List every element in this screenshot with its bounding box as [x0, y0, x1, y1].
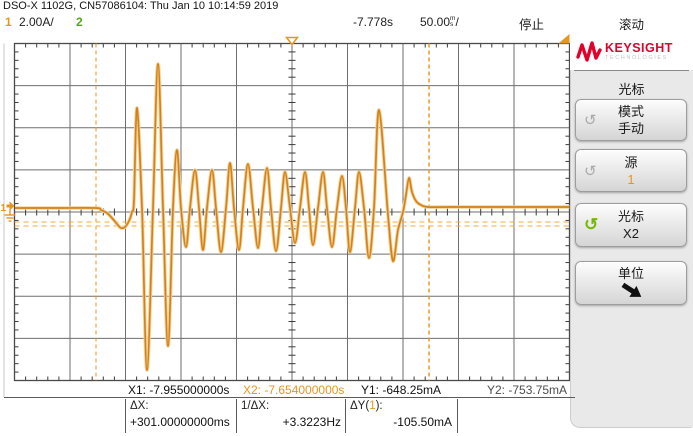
inv-delta-x-value: +3.3223Hz	[282, 415, 341, 429]
inv-delta-x-label: 1/ΔX:	[241, 400, 270, 412]
ch1-level-arrow-icon[interactable]	[9, 201, 15, 211]
delta-row-border	[4, 397, 575, 398]
ch2-badge[interactable]: 2	[76, 15, 83, 29]
waveform-trace	[14, 63, 570, 371]
rotary-knob-icon: ↺	[584, 162, 597, 180]
softkey-units-label: 单位	[617, 266, 644, 281]
timebase[interactable]: 50.00 m s /	[420, 15, 459, 29]
delta-y-value: -105.50mA	[393, 415, 452, 429]
cell-separator	[236, 399, 237, 433]
softkey-source-value: 1	[627, 171, 635, 187]
acquisition-state: 停止	[519, 18, 545, 32]
softkey-source[interactable]: ↺ 源 1	[575, 149, 687, 192]
cursor-y2-readout: Y2: -753.75mA	[487, 383, 568, 397]
keysight-logo: KEYSIGHT TECHNOLOGIES	[570, 33, 693, 70]
timebase-slash: /	[455, 15, 459, 29]
cell-separator	[125, 399, 126, 433]
logo-separator	[574, 70, 689, 71]
trigger-time: -7.778s	[353, 15, 394, 29]
ch1-scale[interactable]: 2.00A/	[19, 15, 54, 29]
logo-brand: KEYSIGHT	[605, 40, 673, 55]
horizontal-mode-label: 滚动	[618, 18, 644, 32]
delta-y-label: ΔY(1):	[350, 400, 383, 412]
cursor-x1-readout: X1: -7.955000000s	[128, 383, 230, 397]
trigger-offscreen-indicator	[558, 34, 570, 44]
cursor-x2-readout: X2: -7.654000000s	[243, 383, 345, 397]
trigger-position-marker[interactable]	[284, 36, 300, 46]
softkey-source-label: 源	[624, 154, 638, 170]
softkey-mode-value: 手动	[617, 121, 644, 136]
ch1-marker-number: 1	[1, 203, 7, 214]
rotary-knob-icon: ↺	[584, 112, 597, 129]
softkey-cursor-label: 光标	[617, 209, 644, 224]
ch1-badge[interactable]: 1	[5, 15, 12, 29]
delta-y-channel: 1	[369, 400, 376, 412]
cursor-y1-readout: Y1: -648.25mA	[361, 383, 442, 397]
softkey-cursor[interactable]: ↺ 光标 X2	[575, 203, 687, 247]
cell-separator	[457, 399, 458, 433]
softkey-mode-label: 模式	[617, 104, 644, 119]
menu-title: 光标	[618, 82, 645, 97]
delta-x-value: +301.00000000ms	[130, 415, 230, 429]
rotary-knob-active-icon: ↺	[584, 215, 599, 234]
softkey-cursor-value: X2	[623, 226, 639, 241]
window-title: DSO-X 1102G, CN57086104: Thu Jan 10 10:1…	[3, 0, 279, 12]
cell-separator	[345, 399, 346, 433]
delta-x-label: ΔX:	[130, 400, 149, 412]
softkey-units[interactable]: 单位	[575, 261, 687, 305]
softkey-mode[interactable]: ↺ 模式 手动	[575, 99, 687, 141]
ch1-marker-stem	[6, 204, 10, 208]
timebase-value: 50.00	[420, 15, 451, 29]
down-arrow-icon	[617, 279, 645, 305]
keysight-logo-mark	[576, 40, 602, 62]
logo-sub: TECHNOLOGIES	[605, 54, 668, 61]
